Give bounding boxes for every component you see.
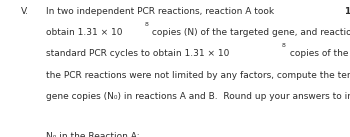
Text: N₀ in the Reaction A:: N₀ in the Reaction A: [46,132,139,137]
Text: standard PCR cycles to obtain 1.31 × 10: standard PCR cycles to obtain 1.31 × 10 [46,49,229,58]
Text: 8: 8 [282,43,286,48]
Text: 8: 8 [144,22,148,27]
Text: In two independent PCR reactions, reaction A took: In two independent PCR reactions, reacti… [46,7,276,16]
Text: V.: V. [21,7,29,16]
Text: copies (N) of the targeted gene, and reaction B took: copies (N) of the targeted gene, and rea… [149,28,350,37]
Text: obtain 1.31 × 10: obtain 1.31 × 10 [46,28,122,37]
Text: copies of the targeted gene.  Assume: copies of the targeted gene. Assume [287,49,350,58]
Text: 15: 15 [344,7,350,16]
Text: the PCR reactions were not limited by any factors, compute the template DNA: the PCR reactions were not limited by an… [46,71,350,80]
Text: gene copies (N₀) in reactions A and B.  Round up your answers to integers.: gene copies (N₀) in reactions A and B. R… [46,92,350,101]
